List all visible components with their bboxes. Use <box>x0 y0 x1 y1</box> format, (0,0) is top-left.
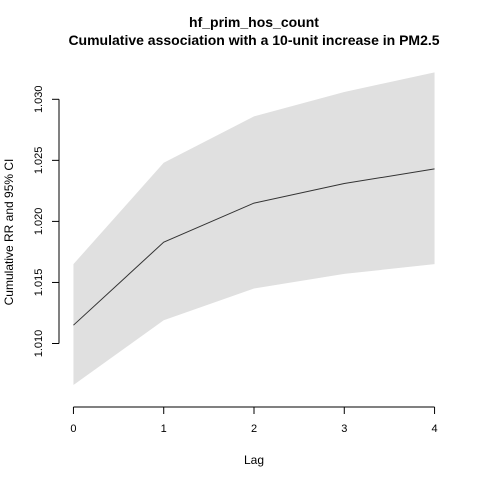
x-tick-label: 4 <box>431 423 437 435</box>
chart-title: hf_prim_hos_count <box>189 14 319 30</box>
y-axis-ticks: 1.010 1.015 1.020 1.025 1.030 <box>33 86 59 358</box>
x-tick-label: 1 <box>161 423 167 435</box>
y-tick-label: 1.010 <box>33 330 45 358</box>
x-tick-label: 0 <box>70 423 76 435</box>
chart-subtitle: Cumulative association with a 10-unit in… <box>68 32 439 48</box>
x-tick-label: 2 <box>251 423 257 435</box>
y-tick-label: 1.030 <box>33 86 45 114</box>
x-tick-label: 3 <box>341 423 347 435</box>
y-tick-label: 1.015 <box>33 269 45 297</box>
y-axis-label: Cumulative RR and 95% CI <box>2 159 16 306</box>
confidence-band <box>73 72 435 386</box>
estimate-line <box>73 168 435 326</box>
x-axis-label: Lag <box>244 453 264 467</box>
x-axis-ticks: 0 1 2 3 4 <box>70 407 438 435</box>
y-tick-label: 1.025 <box>33 147 45 175</box>
y-tick-label: 1.020 <box>33 208 45 236</box>
